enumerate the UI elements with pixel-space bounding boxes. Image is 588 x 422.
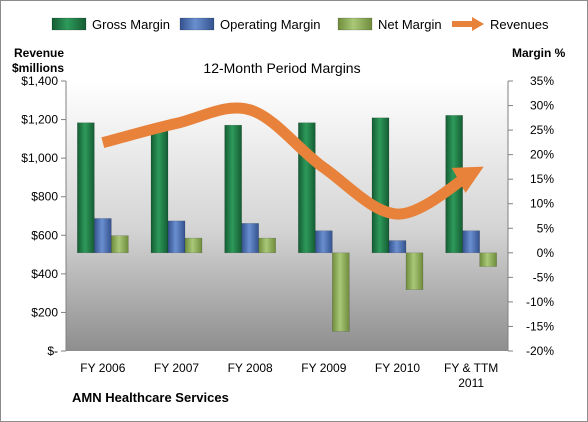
bar-series xyxy=(77,115,497,332)
bar-net-margin xyxy=(479,252,497,267)
category-label: FY 2007 xyxy=(154,361,199,375)
right-tick-label: 15% xyxy=(530,172,554,186)
right-tick-label: 30% xyxy=(530,99,554,113)
bar-gross-margin xyxy=(371,117,390,254)
legend-label-operating-margin: Operating Margin xyxy=(220,17,320,32)
right-tick-label: 0% xyxy=(537,246,555,260)
legend-label-net-margin: Net Margin xyxy=(378,17,442,32)
right-tick-label: 35% xyxy=(530,74,554,88)
right-tick-label: -20% xyxy=(526,344,554,358)
right-tick-label: 25% xyxy=(530,123,554,137)
left-tick-label: $1,400 xyxy=(21,74,58,88)
x-axis-categories: FY 2006 FY 2007 FY 2008 FY 2009 FY 2010 FY & … xyxy=(80,361,498,390)
legend-swatch-net-margin xyxy=(337,17,373,31)
bar-operating-margin xyxy=(94,218,112,254)
left-tick-label: $800 xyxy=(31,190,58,204)
right-tick-label: 20% xyxy=(530,148,554,162)
category-label: FY 2009 xyxy=(301,361,346,375)
right-tick-label: -15% xyxy=(526,319,554,333)
bar-gross-margin xyxy=(224,124,242,254)
bar-net-margin xyxy=(332,252,350,332)
category-label: FY 2006 xyxy=(80,361,125,375)
right-tick-label: 10% xyxy=(530,197,554,211)
bar-operating-margin xyxy=(241,223,259,254)
right-axis-label: Margin % xyxy=(512,46,566,60)
bar-gross-margin xyxy=(77,122,95,254)
bar-operating-margin xyxy=(315,230,333,254)
left-tick-label: $1,000 xyxy=(21,151,58,165)
right-tick-label: -5% xyxy=(533,270,555,284)
right-tick-label: -10% xyxy=(526,295,554,309)
left-axis-label-line1: Revenue xyxy=(14,46,64,60)
legend-arrow-revenues xyxy=(472,17,484,31)
bar-net-margin xyxy=(258,237,276,254)
line-revenues xyxy=(101,102,484,220)
bar-operating-margin xyxy=(462,230,480,254)
bar-operating-margin xyxy=(388,240,407,254)
bar-net-margin xyxy=(184,237,203,254)
revenue-line-layer xyxy=(101,102,484,220)
plot-area xyxy=(66,81,508,351)
legend: Gross Margin Operating Margin Net Margin Re… xyxy=(51,17,549,32)
right-tick-label: 5% xyxy=(537,221,555,235)
bar-net-margin xyxy=(111,235,129,254)
left-tick-label: $- xyxy=(47,344,58,358)
bar-net-margin xyxy=(405,252,424,290)
legend-label-revenues: Revenues xyxy=(490,17,549,32)
legend-swatch-gross-margin xyxy=(51,17,87,31)
left-tick-label: $1,200 xyxy=(21,113,58,127)
bar-operating-margin xyxy=(167,220,186,254)
category-label: FY 2008 xyxy=(228,361,273,375)
category-label: FY & TTM 2011 xyxy=(444,361,498,390)
left-tick-label: $400 xyxy=(31,267,58,281)
company-label: AMN Healthcare Services xyxy=(72,390,229,405)
left-tick-label: $600 xyxy=(31,228,58,242)
right-axis-ticks: -20% -15% -10% -5% 0% 5% 10% 15% 20% 25% 30% 35% xyxy=(507,74,555,358)
left-axis-ticks: $- $200 $400 $600 $800 $1,000 $1,200 $1,400 xyxy=(21,74,67,358)
legend-swatch-operating-margin xyxy=(179,17,215,31)
left-tick-label: $200 xyxy=(31,305,58,319)
bar-gross-margin xyxy=(150,124,169,254)
category-label: FY 2010 xyxy=(375,361,420,375)
legend-label-gross-margin: Gross Margin xyxy=(92,17,170,32)
chart-title: 12-Month Period Margins xyxy=(203,60,360,76)
left-axis-label-line2: $millions xyxy=(12,61,64,75)
